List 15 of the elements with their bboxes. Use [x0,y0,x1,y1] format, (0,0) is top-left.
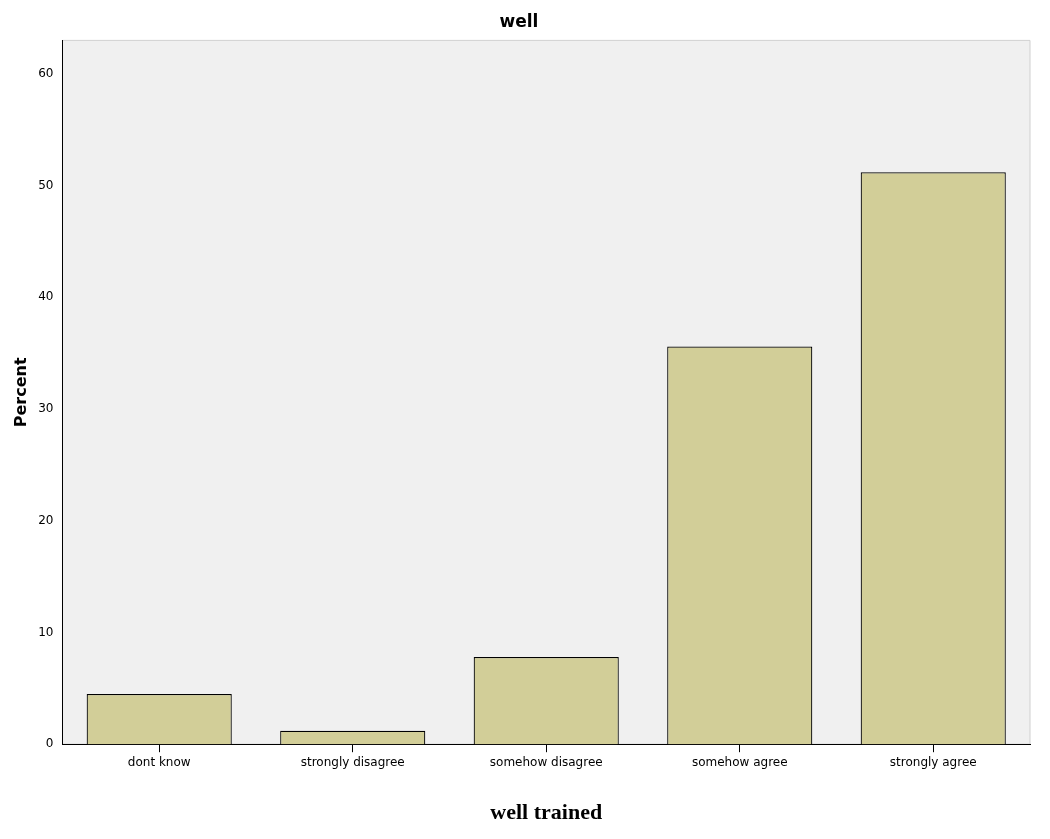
x-tick-label: somehow agree [691,754,788,769]
y-tick-label: 0 [45,736,54,751]
y-tick-label: 40 [38,289,54,304]
y-tick-label: 50 [38,177,54,192]
y-tick-label: 20 [38,512,54,527]
y-axis-title: Percent [10,357,30,428]
x-axis-title: well trained [490,799,603,825]
y-tick-label: 30 [38,401,54,416]
y-tick-label: 10 [38,624,54,639]
x-tick-label: dont know [127,754,191,769]
y-tick-label: 60 [38,66,54,81]
x-tick-label: somehow disagree [489,754,603,769]
chart-title: well [499,10,539,31]
x-tick-label: strongly disagree [300,754,405,769]
x-tick-label: strongly agree [889,754,977,769]
